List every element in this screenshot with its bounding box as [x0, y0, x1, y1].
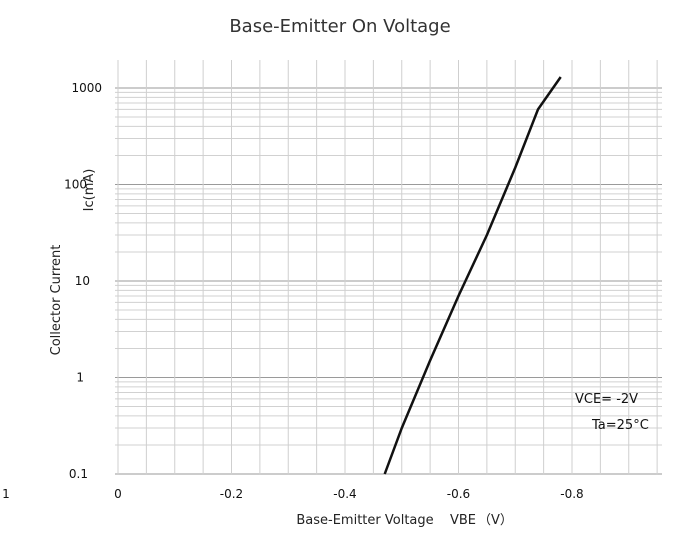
x-tick-label-3: -0.4	[333, 487, 356, 501]
x-tick-label-4: -0.6	[447, 487, 470, 501]
x-axis-label: Base-Emitter Voltage	[296, 513, 433, 528]
x-tick-label-1: 0	[114, 487, 122, 501]
y-tick-label-2: 10	[75, 274, 90, 288]
y-tick-label-3: 100	[64, 178, 87, 192]
x-axis-unit: （V）	[478, 513, 513, 528]
annotation-ta: Ta=25°C	[591, 418, 649, 433]
grid	[115, 60, 662, 475]
series-line-0	[383, 76, 562, 475]
x-tick-label-0: 1	[2, 487, 10, 501]
y-tick-label-4: 1000	[71, 81, 102, 95]
annotation-vce: VCE= -2V	[575, 392, 638, 407]
series-group	[383, 76, 562, 475]
y-axis-label: Collector Current	[49, 245, 64, 356]
x-tick-label-2: -0.2	[220, 487, 243, 501]
y-tick-label-0: 0.1	[69, 467, 88, 481]
x-tick-label-5: -0.8	[560, 487, 583, 501]
y-tick-label-1: 1	[76, 371, 84, 385]
x-axis-symbol: VBE	[450, 513, 476, 528]
y-axis-unit: Ic(mA)	[82, 169, 97, 212]
chart-title: Base-Emitter On Voltage	[229, 16, 450, 37]
